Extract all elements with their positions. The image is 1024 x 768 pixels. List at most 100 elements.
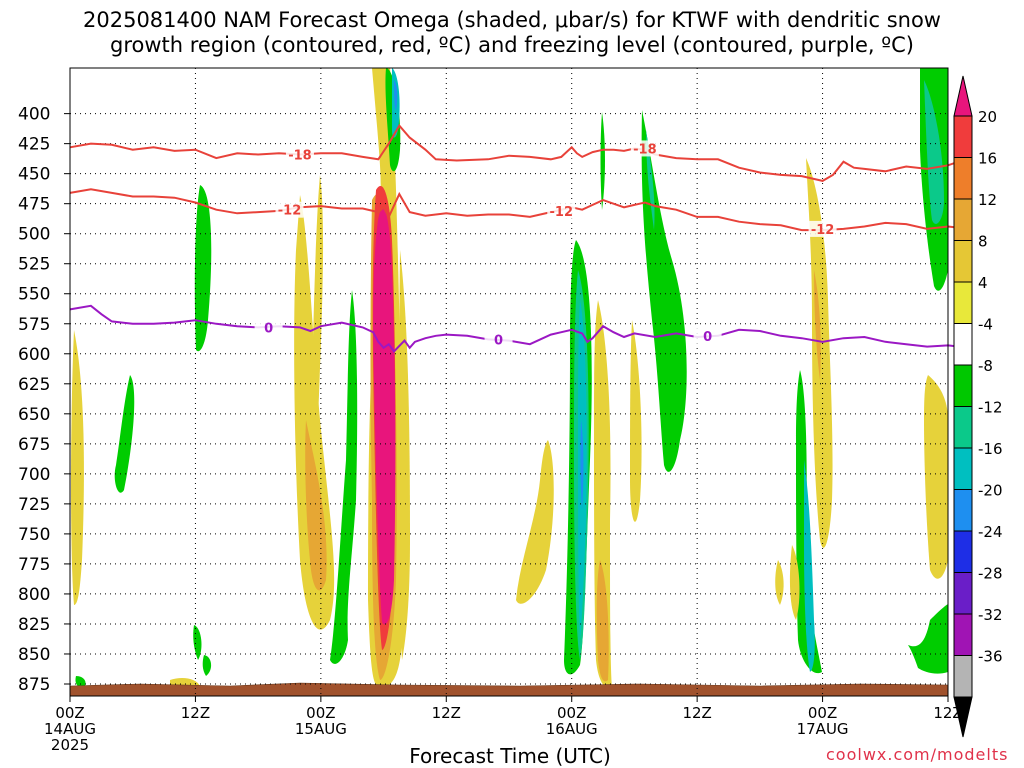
y-tick-label-750: 750	[18, 525, 50, 545]
contour-label-bg-2-1	[484, 331, 513, 348]
colorbar-label-4: 4	[978, 274, 988, 292]
omega-region-31	[775, 560, 784, 605]
colorbar-label-3: 8	[978, 233, 988, 251]
omega-region-35	[908, 604, 948, 674]
x-axis-label: Forecast Time (UTC)	[409, 744, 611, 768]
x-tick-date-72: 17AUG	[797, 720, 849, 738]
colorbar-label-12: -32	[978, 606, 1003, 624]
omega-region-36	[193, 625, 202, 660]
omega-region-37	[202, 655, 212, 676]
contour-label-bg-0-0	[285, 146, 314, 163]
contour-label-1-1: -12	[550, 205, 574, 220]
contour-label-bg-1-1	[547, 202, 576, 219]
colorbar-box-12	[953, 613, 973, 656]
omega-region-21	[596, 560, 609, 682]
colorbar-box-3	[953, 240, 973, 283]
omega-region-4	[311, 175, 324, 428]
x-tick-date-0: 14AUG	[44, 720, 96, 738]
contour-line-2	[69, 304, 970, 353]
omega-region-39	[75, 676, 86, 688]
contour-label-bg-2-2	[693, 327, 722, 344]
colorbar-box-4	[953, 281, 973, 324]
y-tick-label-625: 625	[18, 375, 50, 395]
chart-title-line-1: 2025081400 NAM Forecast Omega (shaded, μ…	[83, 8, 941, 32]
y-tick-label-775: 775	[18, 555, 50, 575]
colorbar-box-2	[953, 198, 973, 241]
colorbar-label-13: -36	[978, 648, 1003, 666]
colorbar-box-9	[953, 489, 973, 532]
x-tick-year-0: 2025	[51, 736, 89, 754]
x-tick-date-48: 16AUG	[546, 720, 598, 738]
colorbar-box-10	[953, 530, 973, 573]
colorbar-label-6: -8	[978, 357, 993, 375]
omega-shading	[71, 68, 948, 690]
contour-label-bg-1-2	[808, 220, 837, 237]
x-tick-label-0: 00Z	[55, 704, 84, 722]
colorbar-box-6	[953, 364, 973, 407]
y-tick-label-850: 850	[18, 645, 50, 665]
contour-label-2-1: 0	[494, 333, 503, 348]
y-tick-label-500: 500	[18, 225, 50, 245]
x-tick-label-48: 00Z	[557, 704, 586, 722]
y-tick-label-725: 725	[18, 495, 50, 515]
omega-region-8	[398, 250, 410, 660]
colorbar-top-arrow	[953, 75, 973, 117]
omega-region-40	[170, 678, 200, 686]
omega-region-19	[580, 420, 584, 510]
omega-region-28	[796, 370, 822, 674]
colorbar-label-11: -28	[978, 565, 1003, 583]
y-axis-ticks: 400 425 450 475 500 525 550 575 600 625 650 675 700 7…	[18, 105, 70, 695]
omega-region-11	[373, 208, 396, 625]
omega-region-30	[789, 545, 800, 620]
omega-region-27	[814, 270, 821, 380]
colorbar-bottom-arrow	[953, 696, 973, 738]
omega-region-1	[194, 185, 212, 352]
contour-lines: -18 -18 -12 -12 -12 0 0 0	[69, 123, 970, 353]
colorbar-label-10: -24	[978, 523, 1003, 541]
y-tick-label-525: 525	[18, 255, 50, 275]
contour-label-0-0: -18	[288, 148, 312, 163]
contour-label-1-0: -12	[278, 204, 302, 219]
x-tick-label-12: 12Z	[181, 704, 210, 722]
contour-label-1-2: -12	[811, 223, 835, 238]
colorbar-box-8	[953, 447, 973, 490]
omega-region-15	[516, 440, 554, 604]
omega-region-14	[394, 80, 398, 110]
x-tick-label-84: 12Z	[933, 704, 962, 722]
colorbar-box-5	[953, 323, 973, 366]
x-tick-label-36: 12Z	[432, 704, 461, 722]
contour-line-0	[69, 123, 970, 182]
x-tick-label-60: 12Z	[682, 704, 711, 722]
colorbar-label-0: 20	[978, 108, 997, 126]
contour-label-bg-1-0	[275, 201, 304, 218]
omega-region-22	[600, 112, 605, 210]
colorbar-label-8: -16	[978, 440, 1003, 458]
colorbar-box-7	[953, 406, 973, 449]
omega-region-2	[114, 375, 135, 493]
y-tick-label-450: 450	[18, 165, 50, 185]
omega-region-23	[630, 320, 642, 522]
omega-region-29	[804, 460, 815, 672]
contour-label-0-1: -18	[633, 142, 657, 157]
y-tick-label-425: 425	[18, 135, 50, 155]
omega-region-33	[924, 80, 944, 224]
colorbar-box-11	[953, 572, 973, 615]
y-tick-label-875: 875	[18, 675, 50, 695]
y-tick-label-650: 650	[18, 405, 50, 425]
contour-label-bg-0-1	[630, 140, 659, 157]
y-tick-label-600: 600	[18, 345, 50, 365]
y-tick-label-825: 825	[18, 615, 50, 635]
y-tick-label-400: 400	[18, 105, 50, 125]
y-tick-label-475: 475	[18, 195, 50, 215]
y-tick-label-700: 700	[18, 465, 50, 485]
ground-surface	[69, 682, 949, 697]
chart-title-line-2: growth region (contoured, red, ºC) and f…	[110, 33, 914, 57]
omega-region-34	[924, 375, 948, 579]
credit-link[interactable]: coolwx.com/modelts	[826, 745, 1009, 764]
colorbar-box-0	[953, 115, 973, 158]
y-tick-label-575: 575	[18, 315, 50, 335]
ground-fill	[69, 682, 949, 697]
y-tick-label-800: 800	[18, 585, 50, 605]
plot-frame	[69, 67, 949, 697]
